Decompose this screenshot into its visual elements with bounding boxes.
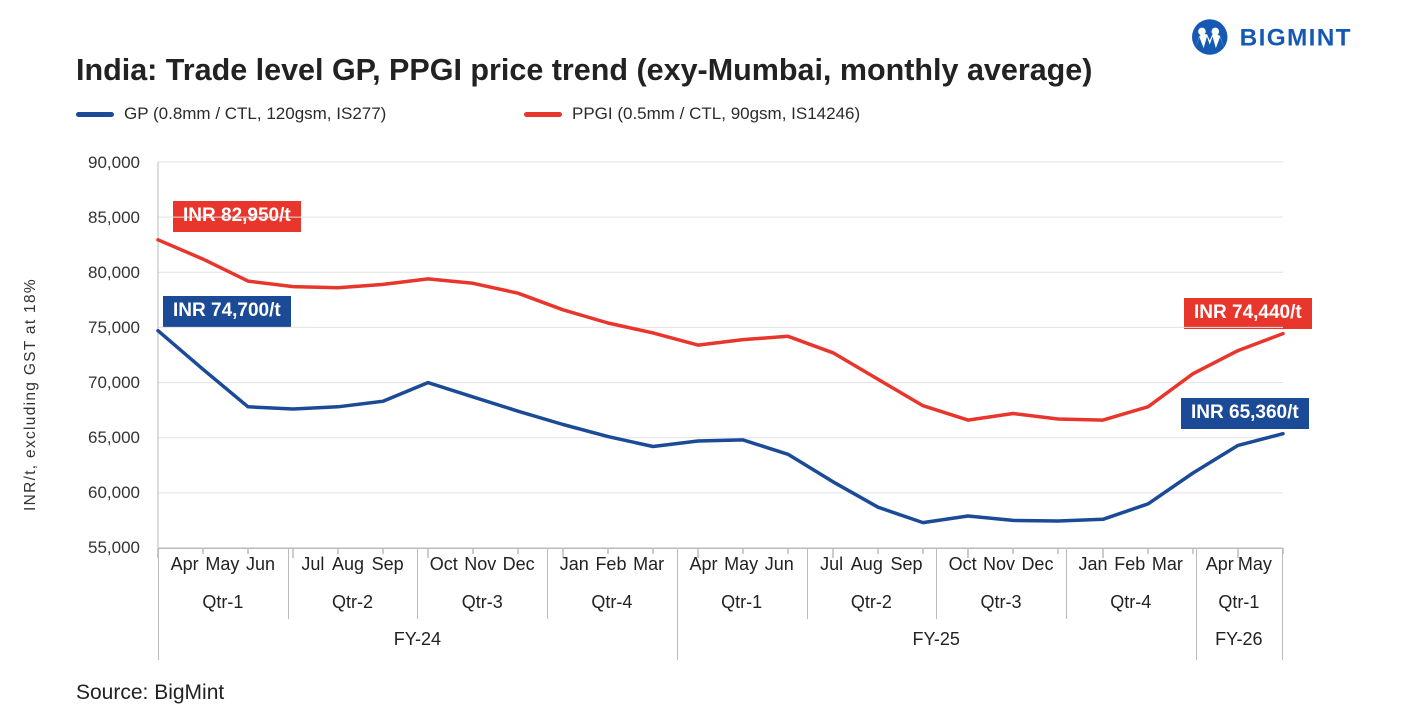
svg-text:BIGMINT: BIGMINT — [1240, 24, 1352, 51]
